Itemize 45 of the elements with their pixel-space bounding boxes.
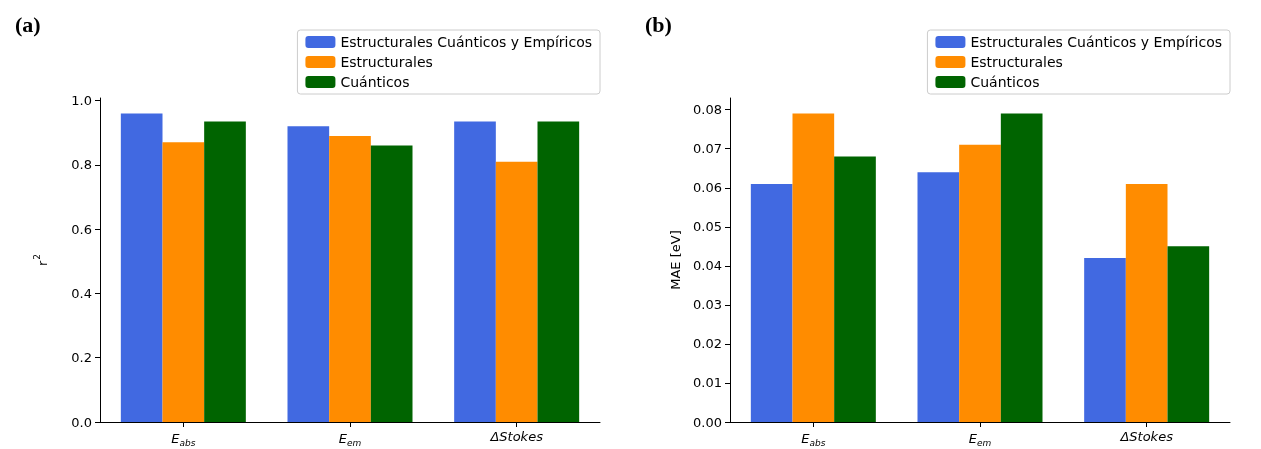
bar xyxy=(495,161,538,422)
y-tick-label: 0.6 xyxy=(71,221,92,237)
y-tick-label: 0.8 xyxy=(71,157,92,173)
bar xyxy=(1000,113,1043,422)
chart-title: (a) xyxy=(15,11,41,37)
y-tick-label: 0.08 xyxy=(693,102,722,118)
bar xyxy=(162,142,205,422)
bar xyxy=(959,144,1001,422)
bar xyxy=(917,172,960,422)
y-tick-label: 0.0 xyxy=(71,414,92,430)
legend-label: Estructurales Cuánticos y Empíricos xyxy=(970,34,1223,50)
bar xyxy=(287,126,330,422)
bar xyxy=(204,121,246,422)
x-tick-label: ΔStokes xyxy=(1119,429,1174,444)
bar xyxy=(792,113,835,422)
bar xyxy=(1084,258,1126,422)
y-tick-label: 0.2 xyxy=(71,350,92,366)
legend-label: Cuánticos xyxy=(970,74,1040,90)
y-tick-label: 0.05 xyxy=(693,219,722,235)
legend-label: Cuánticos xyxy=(340,74,410,90)
bar xyxy=(370,145,413,422)
y-tick-label: 0.02 xyxy=(693,336,722,352)
y-tick-label: 0.04 xyxy=(693,258,722,274)
bar xyxy=(1125,183,1168,422)
bar xyxy=(750,183,793,422)
y-tick-label: 0.07 xyxy=(693,141,722,157)
y-tick-label: 0.4 xyxy=(71,285,92,301)
x-tick-label: ΔStokes xyxy=(489,429,544,444)
legend-label: Estructurales Cuánticos y Empíricos xyxy=(340,34,593,50)
bar xyxy=(329,135,371,422)
bar xyxy=(834,156,876,422)
y-axis-title: r2 xyxy=(31,253,50,267)
y-tick-label: 0.00 xyxy=(693,414,722,430)
chart-title: (b) xyxy=(645,11,672,37)
legend-label: Estructurales xyxy=(340,54,433,70)
bar xyxy=(1167,246,1210,422)
bar xyxy=(537,121,580,422)
y-tick-label: 0.03 xyxy=(693,297,722,313)
bar xyxy=(454,121,496,422)
legend-label: Estructurales xyxy=(970,54,1063,70)
y-tick-label: 1.0 xyxy=(71,93,92,109)
y-tick-label: 0.06 xyxy=(693,180,722,196)
y-tick-label: 0.01 xyxy=(693,375,722,391)
bar xyxy=(120,113,163,422)
y-axis-title: MAE [eV] xyxy=(668,230,683,290)
